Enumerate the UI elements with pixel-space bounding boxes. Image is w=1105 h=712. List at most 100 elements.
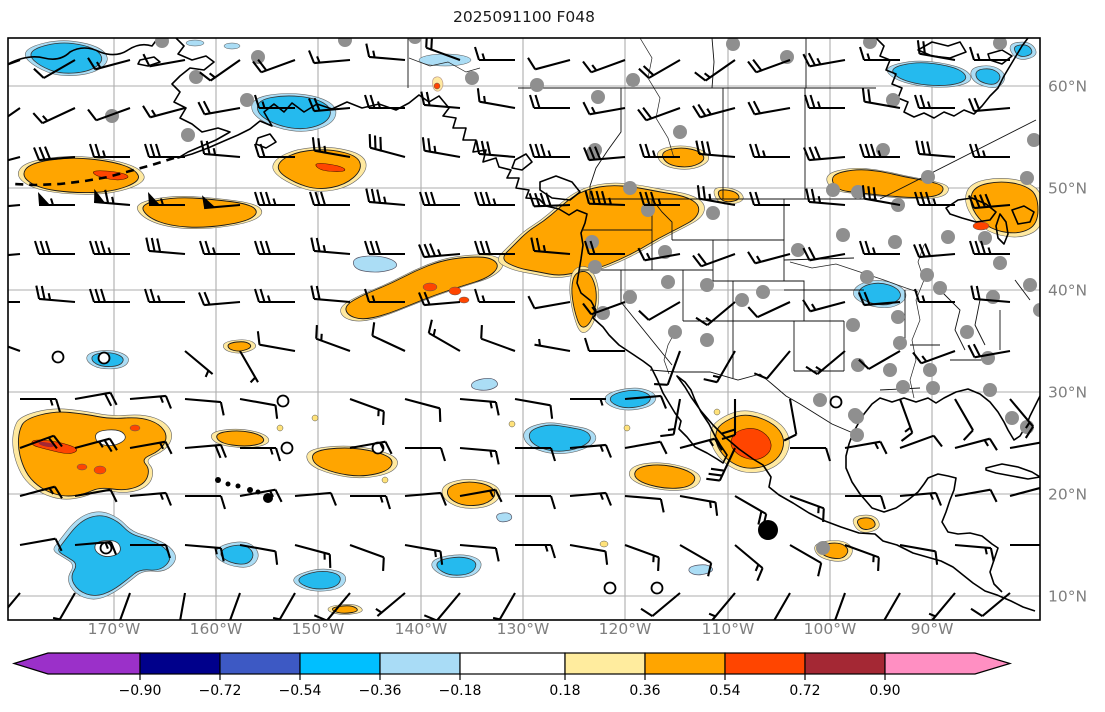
wind-barb (515, 543, 557, 559)
anomaly-patch-yellow_dot (311, 414, 319, 422)
station-dot (816, 541, 830, 555)
calm-circle (280, 441, 294, 455)
station-dot (846, 318, 860, 332)
anomaly-patch-orange (216, 430, 265, 447)
coastline-path (852, 388, 1040, 441)
wind-barb (253, 94, 295, 110)
wind-barb (570, 397, 606, 406)
wind-barb (149, 198, 185, 207)
wind-barb (679, 437, 723, 451)
lat-tick-label: 20°N (1048, 486, 1087, 504)
anomaly-patch-lightblue_dot (418, 53, 472, 67)
station-dot (726, 38, 740, 51)
wind-barb (703, 350, 736, 384)
wind-barb (130, 543, 172, 559)
wind-barb (747, 100, 791, 116)
wind-barb (640, 592, 681, 617)
wind-barb (844, 440, 888, 455)
anomaly-patch-orange (227, 341, 252, 352)
lon-tick-label: 170°W (88, 620, 141, 638)
station-dot (851, 358, 865, 372)
wind-barb (239, 350, 259, 384)
lat-tick-label: 60°N (1048, 78, 1087, 96)
anomaly-patch-red_dot (458, 296, 470, 304)
colorbar-segment (379, 652, 461, 675)
station-dot (920, 268, 934, 282)
wind-barb (19, 434, 63, 450)
wind-barb (912, 350, 956, 365)
station-dot (700, 278, 714, 292)
wind-barb (583, 240, 625, 256)
anomaly-patch-blue (1014, 44, 1033, 57)
wind-barb (19, 485, 63, 499)
wind-barb (294, 543, 332, 568)
anomaly-patch-darkred (38, 441, 55, 448)
station-dot (983, 383, 997, 397)
map-area (8, 38, 1040, 620)
political-border (649, 369, 761, 381)
station-dot (1005, 411, 1019, 425)
wind-barb (582, 59, 626, 74)
station-dot (735, 293, 749, 307)
wind-barb (679, 494, 719, 516)
wind-barb (899, 491, 942, 506)
longitude-tick-labels: 170°W 160°W 150°W 140°W 130°W 120°W 110°W 100°W… (88, 620, 954, 638)
anomaly-patch-orange (277, 149, 361, 189)
station-dot (1033, 303, 1040, 317)
station-dot (978, 231, 992, 245)
lon-tick-label: 150°W (292, 620, 345, 638)
station-dot (848, 408, 862, 422)
wind-barb (365, 188, 406, 207)
colorbar-tick-label: 0.18 (549, 683, 580, 699)
wind-barb (515, 446, 557, 462)
station-dot (585, 235, 599, 249)
wind-barb (968, 193, 1011, 210)
wind-barb (528, 192, 571, 208)
wind-barb (74, 488, 118, 503)
wind-barb (638, 191, 680, 207)
wind-barb (375, 592, 406, 617)
hawaii-island (247, 487, 253, 493)
station-dot (836, 228, 850, 242)
wind-barb (734, 544, 764, 582)
coastline-path (945, 197, 997, 223)
station-dot (876, 143, 890, 157)
wind-barb (582, 301, 626, 316)
wind-barb (74, 540, 117, 555)
calm-circle (97, 351, 111, 365)
colorbar-tick-label: −0.54 (279, 683, 322, 699)
wind-barb (624, 494, 665, 513)
wind-barb (913, 288, 955, 304)
anomaly-patch-blue (220, 544, 254, 565)
wind-barb (569, 443, 612, 458)
coastline-path (8, 38, 159, 65)
wind-barb (184, 350, 214, 378)
wind-barb (967, 343, 1011, 359)
wind-barb (8, 345, 21, 352)
coastline-path (171, 38, 1036, 612)
station-dot (993, 256, 1007, 270)
wind-barb (805, 188, 846, 207)
station-dot (850, 428, 864, 442)
wind-barb (883, 592, 901, 620)
station-dot (863, 38, 877, 49)
wind-barb (349, 398, 385, 425)
wind-barb (913, 243, 956, 259)
wind-barb (789, 495, 825, 522)
wind-barb (363, 240, 405, 256)
wind-barb (87, 107, 131, 122)
wind-barb (954, 398, 974, 441)
river-path (639, 38, 675, 159)
hawaii-island (215, 477, 221, 483)
wind-barb (747, 251, 791, 265)
wind-barb (802, 246, 846, 262)
coastline-path (1011, 205, 1035, 225)
station-dot (641, 203, 655, 217)
wind-barb (239, 543, 279, 565)
colorbar-segment (644, 652, 726, 675)
anomaly-patch-lightblue (471, 377, 498, 391)
wind-barb (528, 143, 570, 159)
station-dot (851, 185, 865, 199)
wind-barb (20, 397, 62, 413)
chart-title: 2025091100 F048 (453, 8, 595, 26)
